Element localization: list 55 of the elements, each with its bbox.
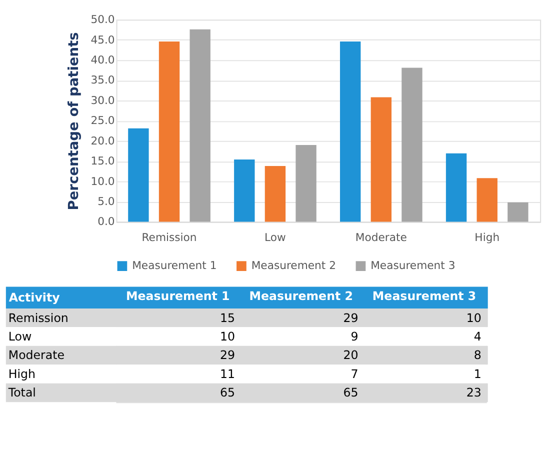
x-tick-label: Measurement 2 (249, 289, 353, 304)
data-label: 29 (220, 348, 236, 362)
legend-label: Measurement 1 (132, 259, 217, 272)
data-label: 1 (474, 366, 482, 381)
y-tick-label: 50.0 (90, 13, 115, 26)
y-axis-title: Percentage of patients (66, 32, 82, 210)
y-tick-label: Low (8, 329, 32, 344)
data-label: 65 (343, 386, 358, 400)
data-label: 23 (466, 386, 482, 400)
data-label: 10 (220, 329, 236, 344)
x-tick-label: Remission (142, 230, 197, 244)
data-label: 65 (220, 386, 236, 400)
y-tick-label: 35.0 (90, 74, 115, 87)
bar (264, 166, 286, 222)
data-label: 29 (343, 310, 358, 325)
bar (158, 42, 180, 222)
x-tick-label: High (474, 230, 500, 244)
bar (508, 202, 528, 222)
bar (128, 128, 149, 222)
bar (402, 68, 422, 222)
y-tick-label: High (8, 366, 36, 381)
y-tick-label: 40.0 (90, 54, 115, 67)
y-tick-label: Remission (8, 310, 68, 325)
y-tick-label: 0.0 (98, 215, 115, 228)
y-tick-label: 5.0 (98, 194, 115, 208)
data-label: 11 (220, 366, 236, 381)
y-tick-label: 10.0 (90, 174, 115, 188)
x-tick-label: Low (264, 230, 286, 244)
data-label: 10 (466, 310, 482, 325)
bar (446, 153, 467, 222)
data-label: 8 (474, 348, 482, 362)
y-tick-label: 25.0 (90, 114, 115, 128)
bar (190, 29, 210, 222)
y-tick-label: 20.0 (90, 134, 115, 148)
data-label: 15 (220, 310, 236, 325)
data-label: 20 (343, 348, 358, 362)
y-tick-label: 45.0 (90, 33, 115, 46)
bar (340, 42, 361, 222)
data-label: 9 (350, 329, 358, 344)
y-tick-label: 15.0 (90, 154, 115, 168)
x-tick-label: Measurement 1 (126, 289, 230, 304)
bar (296, 144, 316, 222)
y-tick-label: 30.0 (90, 94, 115, 107)
bar (476, 178, 498, 222)
y-axis-title: Activity (8, 290, 60, 305)
y-tick-label: Total (7, 386, 36, 400)
data-label: 7 (350, 366, 358, 381)
bar (370, 97, 392, 222)
bar (234, 159, 255, 222)
data-label: 4 (474, 329, 482, 344)
y-tick-label: Moderate (8, 348, 65, 362)
legend-label: Measurement 2 (251, 259, 336, 272)
x-tick-label: Measurement 3 (372, 289, 476, 304)
legend-label: Measurement 3 (370, 259, 456, 272)
x-tick-label: Moderate (355, 230, 408, 244)
